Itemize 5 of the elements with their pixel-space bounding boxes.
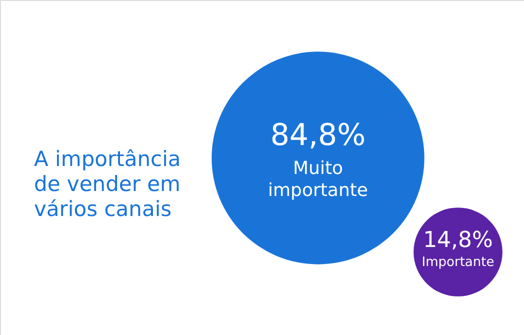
- text: A importância de vender em vários canais: [34, 147, 181, 221]
- data-label: 14,8%: [423, 228, 493, 253]
- data-label: 84,8%: [270, 118, 366, 153]
- category-label: Muito importante: [268, 158, 368, 201]
- category-label: Importante: [422, 255, 494, 270]
